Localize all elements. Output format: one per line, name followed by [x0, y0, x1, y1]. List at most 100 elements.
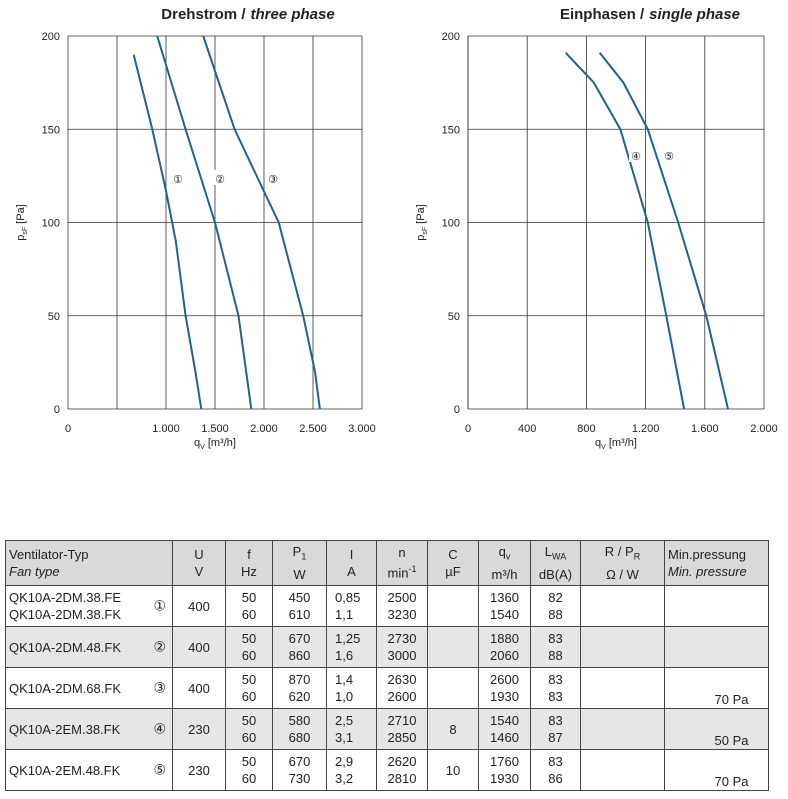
- value: 2600: [490, 672, 519, 687]
- value: 0,85: [335, 590, 361, 605]
- value-cell: 670 860: [272, 626, 327, 668]
- value-cell: 0,85 1,1: [326, 585, 377, 627]
- value: 400: [188, 680, 210, 696]
- y-tick-label: 200: [42, 31, 60, 43]
- type: QK10A-2DM.68.FK: [9, 680, 121, 696]
- header-bottom: µF: [431, 563, 475, 580]
- label-bg: [213, 170, 227, 185]
- y-tick-label: 100: [442, 218, 460, 230]
- text: P: [292, 544, 302, 560]
- sub: R: [633, 551, 641, 562]
- value: 2630: [387, 672, 417, 687]
- text: U: [194, 547, 204, 562]
- type-cell: QK10A-2EM.38.FK ④: [5, 708, 173, 750]
- curve: [598, 52, 729, 410]
- curve: [132, 54, 203, 410]
- sub: V: [200, 444, 205, 451]
- curve-label: ④: [631, 151, 641, 163]
- value-cell: [427, 667, 479, 709]
- curve-label: ①: [173, 174, 183, 186]
- value: 50: [241, 754, 257, 769]
- sub: V: [601, 444, 606, 451]
- value-cell: 1880 2060: [478, 626, 531, 668]
- type: QK10A-2DM.48.FK: [9, 639, 121, 655]
- x-tick-label: 0: [65, 423, 71, 435]
- x-axis-label: qV [m³/h]: [595, 437, 637, 451]
- sym: p: [15, 235, 27, 241]
- value-cell: 1,4 1,0: [326, 667, 377, 709]
- value: 88: [548, 648, 563, 663]
- value-cell: 50 60: [225, 585, 273, 627]
- text: Min. pressure: [668, 564, 747, 579]
- value: 83: [548, 713, 563, 728]
- x-tick-label: 1.200: [632, 423, 660, 435]
- value: 1930: [490, 771, 519, 786]
- mark: ②: [153, 638, 166, 655]
- header-top: n: [380, 544, 424, 561]
- value: 620: [288, 689, 311, 704]
- header-bottom: min-1: [380, 561, 424, 581]
- value-cell: 1360 1540: [478, 585, 531, 627]
- value: 88: [548, 607, 563, 622]
- value-cell: 83 88: [530, 626, 581, 668]
- value-cell: 82 88: [530, 585, 581, 627]
- value-cell: [664, 585, 769, 627]
- value: 400: [188, 639, 210, 655]
- value: 60: [241, 607, 257, 622]
- y-axis-label: psF [Pa]: [15, 204, 29, 240]
- type: QK10A-2EM.38.FK: [9, 721, 121, 737]
- value: 3,1: [335, 730, 354, 745]
- header-cell: R / PR Ω / W: [580, 540, 665, 586]
- header-top: I: [330, 546, 373, 563]
- text: Min.pressung: [668, 547, 747, 562]
- text: Ω / W: [606, 566, 639, 582]
- value: 83: [548, 631, 563, 646]
- sub: sF: [22, 227, 29, 235]
- value-cell: [664, 626, 769, 668]
- header-cell: LWA dB(A): [530, 540, 581, 586]
- text: Hz: [241, 564, 257, 579]
- type-cell: QK10A-2DM.38.FE QK10A-2DM.38.FK ①: [5, 585, 173, 627]
- value-cell: 2620 2810: [376, 749, 428, 791]
- y-tick-label: 0: [454, 404, 460, 416]
- value: 610: [288, 607, 311, 622]
- value: 670: [288, 754, 311, 769]
- value-cell: 450 610: [272, 585, 327, 627]
- value: 1,25: [335, 631, 361, 646]
- value: 50: [241, 590, 257, 605]
- value: 2620: [387, 754, 417, 769]
- value-cell: 2,9 3,2: [326, 749, 377, 791]
- header-cell: Min.pressung Min. pressure: [664, 540, 769, 586]
- value-cell: [580, 585, 665, 627]
- value-cell: [580, 749, 665, 791]
- sym: p: [415, 235, 427, 241]
- value: 1540: [490, 607, 519, 622]
- value-cell: 2600 1930: [478, 667, 531, 709]
- value: 1,0: [335, 689, 354, 704]
- row: QK10A-2EM.38.FK ④ 230 50 60 580 680 2,5 3,1 2710 2…: [5, 708, 769, 750]
- x-tick-label: 3.000: [348, 423, 376, 435]
- text: Ventilator-Typ: [9, 547, 89, 562]
- y-tick-label: 50: [448, 311, 460, 323]
- curve-label: ⑤: [664, 151, 674, 163]
- value-cell: 1760 1930: [478, 749, 531, 791]
- curve: [156, 35, 253, 410]
- value-cell: 50 60: [225, 667, 273, 709]
- y-tick-label: 150: [42, 124, 60, 136]
- value: 83: [548, 754, 563, 769]
- type: QK10A-2EM.48.FK: [9, 762, 121, 778]
- value: 50 Pa: [714, 733, 749, 748]
- value: 2500: [387, 590, 417, 605]
- value-cell: 50 Pa: [664, 708, 769, 750]
- title-en: three phase: [250, 6, 334, 23]
- row: QK10A-2DM.68.FK ③ 400 50 60 870 620 1,4 1,0 2630 2…: [5, 667, 769, 709]
- value-cell: [580, 708, 665, 750]
- value-cell: 400: [172, 585, 226, 627]
- text: q: [498, 544, 506, 560]
- value-cell: 230: [172, 708, 226, 750]
- header-top: Min.pressung: [668, 546, 765, 563]
- x-tick-label: 800: [577, 423, 595, 435]
- header-bottom: dB(A): [534, 566, 577, 583]
